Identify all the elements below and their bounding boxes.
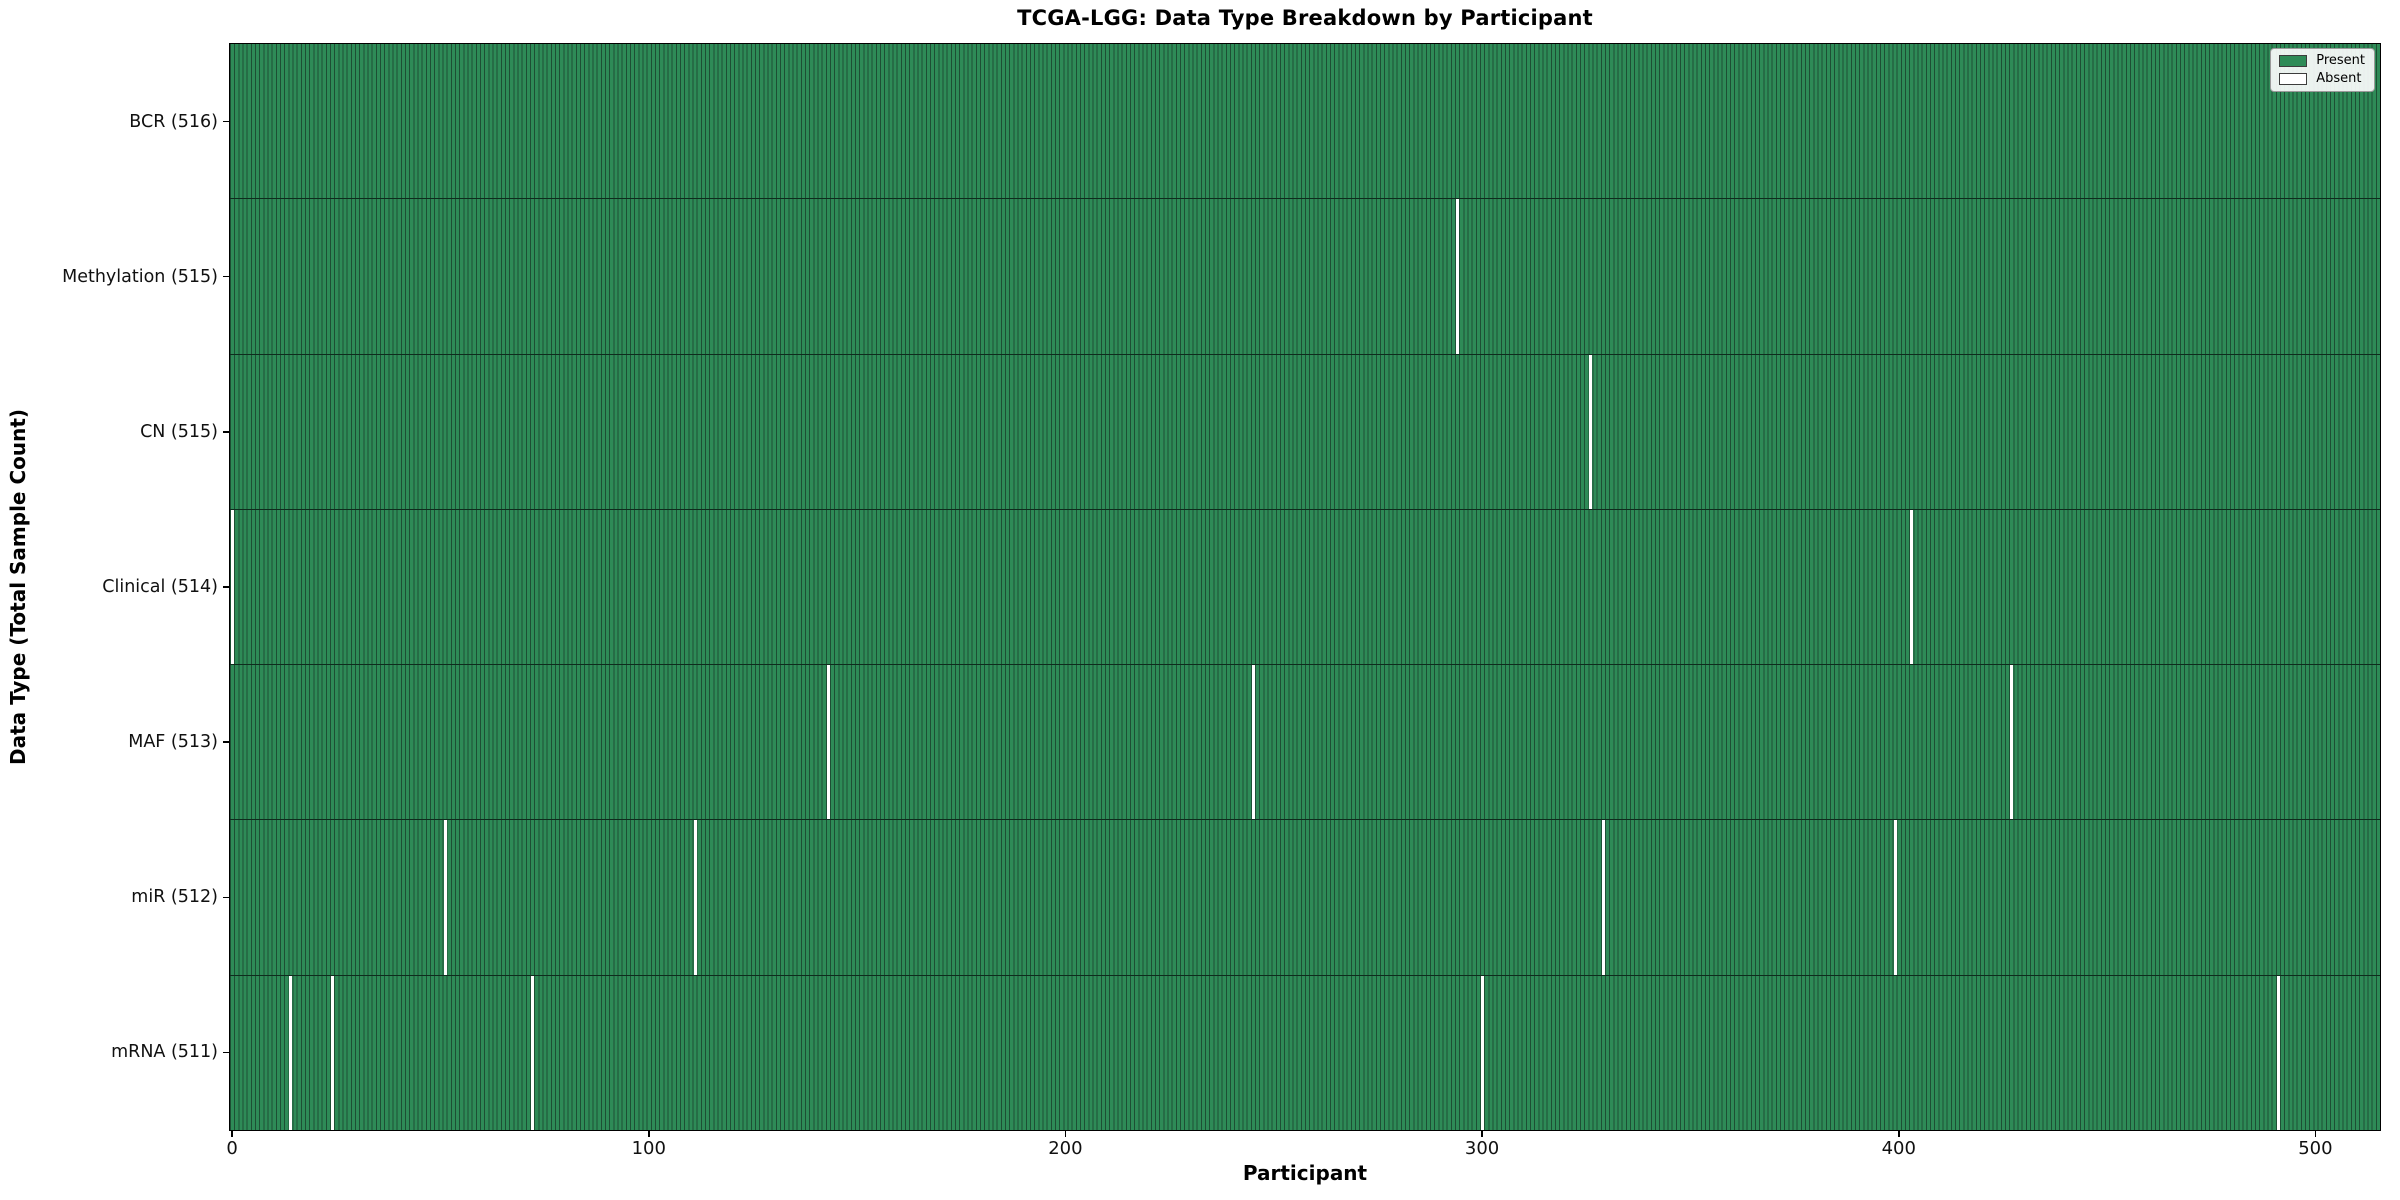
y-tick-mark-cn	[223, 431, 230, 433]
x-tick-mark-200	[1064, 1130, 1067, 1137]
row-cn	[230, 354, 2380, 510]
y-tick-label-mrna: mRNA (511)	[111, 1042, 218, 1063]
legend: Present Absent	[2270, 48, 2375, 92]
x-axis-label: Participant	[1242, 1161, 1368, 1185]
legend-swatch-present	[2279, 54, 2308, 67]
y-tick-mark-clinical	[223, 586, 230, 588]
y-tick-label-cn: CN (515)	[140, 421, 218, 442]
x-tick-label-200: 200	[1048, 1138, 1083, 1159]
absent-gap-maf-143	[826, 665, 830, 820]
row-clinical	[230, 509, 2380, 666]
chart-title: TCGA-LGG: Data Type Breakdown by Partici…	[1017, 6, 1593, 30]
x-tick-label-0: 0	[226, 1138, 238, 1159]
y-tick-mark-methylation	[223, 275, 230, 278]
absent-gap-mrna-491	[2276, 975, 2280, 1130]
absent-gap-mrna-24	[331, 975, 335, 1130]
row-bcr	[230, 44, 2380, 200]
row-mir	[230, 820, 2380, 976]
absent-gap-mir-399	[1893, 820, 1897, 975]
absent-gap-maf-245	[1251, 665, 1255, 820]
absent-gap-clinical-403	[1910, 509, 1914, 665]
x-tick-mark-100	[648, 1130, 650, 1137]
y-tick-label-bcr: BCR (516)	[129, 111, 218, 132]
x-tick-mark-300	[1481, 1130, 1483, 1137]
x-tick-label-100: 100	[631, 1138, 666, 1159]
legend-label-present: Present	[2316, 53, 2365, 68]
legend-swatch-absent	[2279, 72, 2308, 85]
y-tick-mark-maf	[223, 741, 230, 743]
absent-gap-mir-111	[693, 820, 697, 975]
absent-gap-mir-329	[1601, 820, 1605, 975]
x-tick-label-300: 300	[1464, 1138, 1500, 1159]
y-tick-label-mir: miR (512)	[131, 887, 218, 908]
legend-entry-absent: Absent	[2279, 72, 2365, 85]
row-mrna	[230, 975, 2380, 1130]
absent-gap-mrna-14	[289, 975, 293, 1130]
row-maf	[230, 665, 2380, 821]
y-tick-mark-bcr	[223, 120, 230, 123]
absent-gap-mrna-300	[1481, 975, 1485, 1130]
x-tick-label-500: 500	[2298, 1138, 2333, 1159]
absent-gap-mir-51	[443, 820, 447, 975]
y-tick-mark-mrna	[223, 1051, 230, 1054]
legend-label-absent: Absent	[2316, 71, 2362, 86]
x-tick-label-400: 400	[1881, 1138, 1916, 1159]
absent-gap-maf-427	[2010, 665, 2014, 820]
y-tick-mark-mir	[223, 896, 230, 899]
legend-entry-present: Present	[2279, 54, 2365, 67]
x-tick-mark-500	[2314, 1130, 2317, 1137]
y-tick-label-clinical: Clinical (514)	[102, 577, 218, 597]
y-tick-label-methylation: Methylation (515)	[62, 266, 218, 287]
y-tick-label-maf: MAF (513)	[128, 732, 218, 753]
x-tick-mark-0	[231, 1130, 233, 1137]
data-rows	[230, 44, 2380, 1130]
x-tick-mark-400	[1898, 1130, 1900, 1137]
absent-gap-clinical-0	[231, 509, 235, 665]
absent-gap-methylation-294	[1456, 199, 1460, 354]
plot-area: Present Absent	[229, 43, 2381, 1131]
absent-gap-cn-326	[1589, 354, 1593, 509]
absent-gap-mrna-72	[531, 975, 535, 1130]
row-methylation	[230, 199, 2380, 355]
